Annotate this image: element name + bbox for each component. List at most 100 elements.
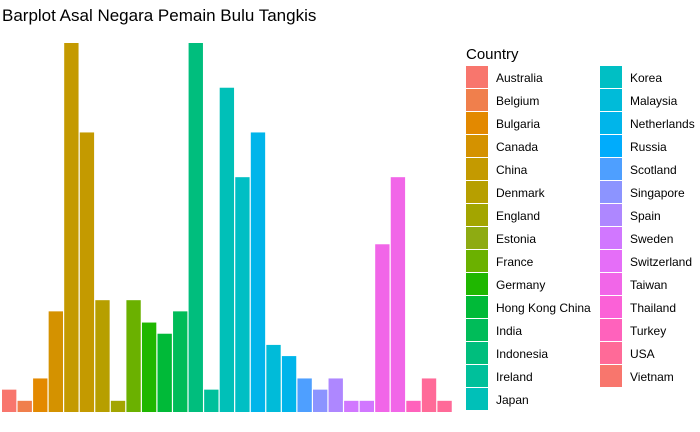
bar-13 [188,43,203,412]
legend-swatch [466,296,488,318]
bar-1 [2,389,17,412]
legend-swatch [466,273,488,295]
legend-swatch [466,181,488,203]
bar-17 [250,132,266,412]
legend-label: Netherlands [630,117,695,131]
legend-swatch [600,89,622,111]
legend-label: Scotland [630,163,677,177]
legend-label: England [496,209,540,223]
bar-8 [110,400,126,412]
bar-3 [33,378,48,412]
legend-entry: Denmark [466,181,546,203]
legend-entry: Australia [466,66,543,88]
bar-18 [266,344,281,412]
legend-swatch [466,89,488,111]
bar-21 [313,389,328,412]
legend-entry: Singapore [600,181,685,203]
bar-23 [344,400,359,412]
bar-9 [126,300,141,412]
bar-15 [219,87,235,412]
legend-label: Belgium [496,94,539,108]
legend-label: Turkey [630,324,666,338]
legend-label: Hong Kong China [496,301,591,315]
legend-label: Taiwan [630,278,667,292]
legend-swatch [600,112,622,134]
legend-label: France [496,255,534,269]
legend-swatch [600,135,622,157]
legend-swatch [466,204,488,226]
bar-11 [157,333,172,412]
bar-28 [421,378,437,412]
legend-label: Bulgaria [496,117,540,131]
bar-5 [64,43,79,412]
bar-26 [390,177,406,412]
bar-29 [437,400,452,412]
legend-entry: England [466,204,540,226]
legend-entry: Turkey [600,319,666,341]
legend-entry: Korea [600,66,662,88]
legend-label: Russia [630,140,667,154]
bar-14 [204,389,219,412]
legend-swatch [466,227,488,249]
legend-swatch [466,319,488,341]
legend-label: Thailand [630,301,676,315]
bar-7 [95,300,110,412]
legend-swatch [600,158,622,180]
legend-label: Korea [630,71,662,85]
legend-swatch [600,250,622,272]
bar-19 [281,356,297,412]
legend-swatch [600,181,622,203]
legend-swatch [466,388,488,410]
legend-entry: Russia [600,135,667,157]
legend-swatch [466,250,488,272]
legend-entry: Spain [600,204,661,226]
bar-6 [79,132,95,412]
legend-label: Indonesia [496,347,548,361]
bar-4 [48,311,63,412]
bar-20 [297,378,312,412]
legend-entry: Taiwan [600,273,667,295]
legend-swatch [600,227,622,249]
bar-2 [17,400,32,412]
legend-entry: Germany [466,273,545,295]
bars-group [2,43,452,412]
legend-entry: France [466,250,534,272]
legend-label: Singapore [630,186,685,200]
legend-entry: Sweden [600,227,673,249]
legend-entry: USA [600,342,655,364]
legend-label: India [496,324,522,338]
legend-label: Japan [496,393,529,407]
legend-entry: Belgium [466,89,539,111]
legend-swatch [600,319,622,341]
legend-swatch [600,342,622,364]
legend-label: Denmark [496,186,546,200]
legend-entry: Netherlands [600,112,695,134]
bar-16 [235,177,250,412]
legend-label: Spain [630,209,661,223]
legend-label: Estonia [496,232,536,246]
legend-label: Ireland [496,370,533,384]
legend-label: Australia [496,71,543,85]
legend-swatch [466,342,488,364]
legend-label: USA [630,347,655,361]
legend: Country Australia Belgium Bulgaria Canada Ch… [466,46,695,410]
legend-label: China [496,163,528,177]
legend-entry: Canada [466,135,538,157]
legend-label: Vietnam [630,370,674,384]
bar-10 [141,322,157,412]
legend-entry: India [466,319,522,341]
legend-entry: Bulgaria [466,112,540,134]
legend-entry: China [466,158,528,180]
legend-entry: Scotland [600,158,677,180]
legend-swatch [466,112,488,134]
legend-entry: Malaysia [600,89,678,111]
legend-swatch [466,135,488,157]
legend-label: Canada [496,140,538,154]
legend-swatch [466,158,488,180]
bar-24 [359,400,374,412]
legend-entry: Indonesia [466,342,548,364]
legend-label: Germany [496,278,545,292]
legend-entry: Thailand [600,296,676,318]
legend-swatch [466,66,488,88]
legend-swatch [466,365,488,387]
